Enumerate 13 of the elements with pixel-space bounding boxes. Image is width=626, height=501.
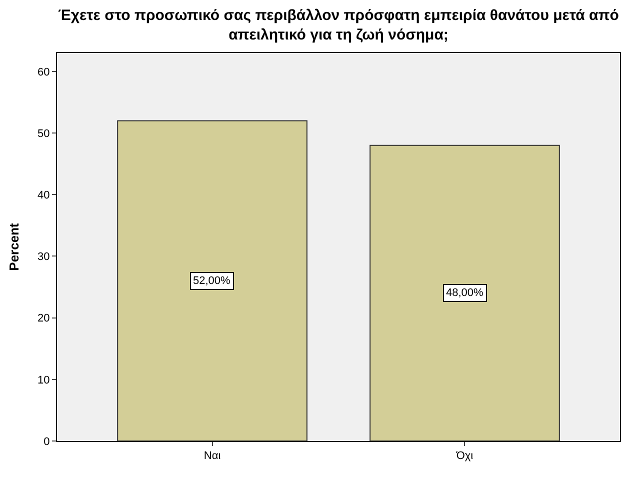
y-tick-label: 0 xyxy=(44,436,50,448)
y-tick-label: 20 xyxy=(38,312,50,325)
y-tick-label: 40 xyxy=(38,190,50,202)
y-tick-label: 30 xyxy=(38,251,50,264)
y-tick-label: 10 xyxy=(38,374,50,386)
data-label: 48,00% xyxy=(446,287,484,299)
y-tick-label: 60 xyxy=(38,66,50,78)
y-axis-title: Percent xyxy=(6,222,22,271)
x-tick-label: Όχι xyxy=(455,450,474,462)
x-tick-label: Ναι xyxy=(204,450,222,462)
y-tick-label: 50 xyxy=(38,128,50,140)
chart-title: Έχετε στο προσωπικό σας περιβάλλον πρόσφατη εμπειρία θανάτου μετά από απειλητικό για τη ζωή νόσημα; xyxy=(58,7,619,44)
data-label: 52,00% xyxy=(193,275,231,287)
